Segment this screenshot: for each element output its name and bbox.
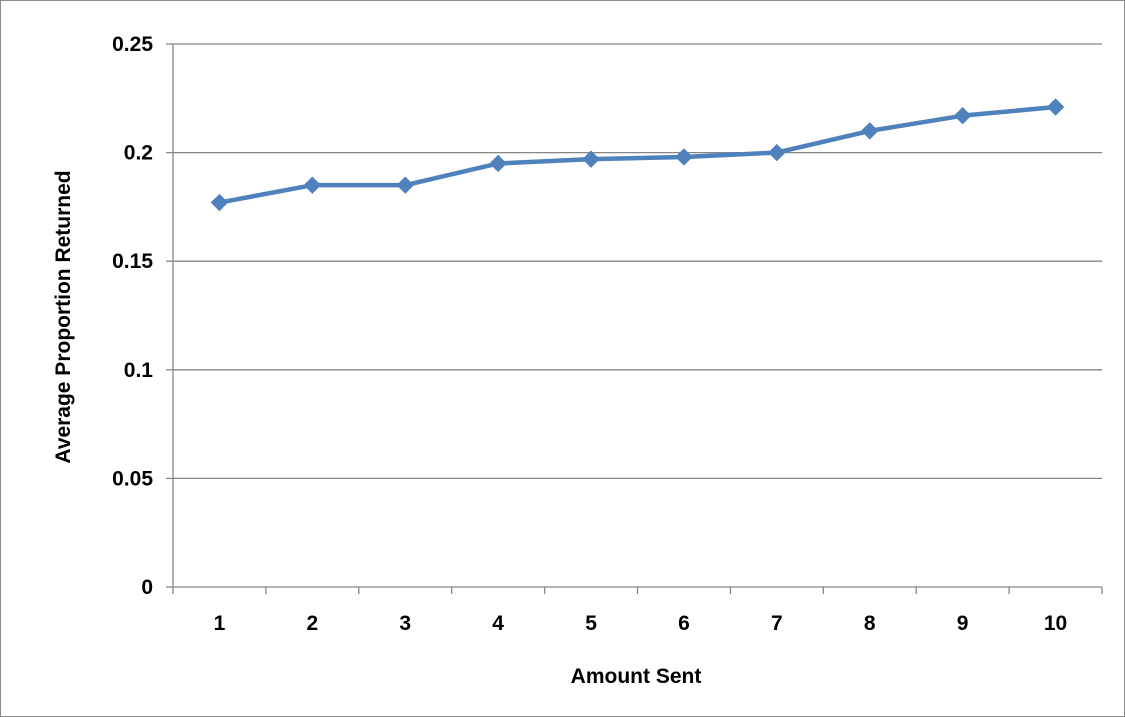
data-point-marker	[582, 150, 600, 168]
x-tick-label: 8	[864, 612, 876, 635]
x-tick-label: 1	[214, 612, 226, 635]
x-tick-label: 4	[492, 612, 504, 635]
x-tick-label: 10	[1044, 612, 1067, 635]
x-tick-label: 6	[678, 612, 690, 635]
series-group	[210, 98, 1065, 212]
y-tick-label: 0.2	[124, 142, 153, 165]
data-point-marker	[396, 176, 414, 194]
data-point-marker	[489, 154, 507, 173]
y-tick-labels: 0 0.05 0.1 0.15 0.2 0.25	[112, 33, 153, 599]
y-tick-label: 0.25	[112, 33, 153, 56]
x-tick-label: 5	[585, 612, 597, 635]
data-point-marker	[861, 122, 879, 140]
data-point-marker	[210, 193, 229, 212]
data-point-marker	[953, 106, 972, 125]
x-tick-label: 3	[399, 612, 411, 635]
series-line	[219, 104, 1056, 205]
x-tick-label: 7	[771, 612, 783, 635]
y-axis-title: Average Proportion Returned	[52, 170, 75, 463]
y-tick-label: 0.05	[112, 467, 153, 490]
gridlines	[173, 43, 1102, 480]
x-tick-label: 9	[957, 612, 969, 635]
data-point-marker	[768, 143, 786, 162]
data-point-marker	[1046, 98, 1065, 116]
y-tick-label: 0.1	[124, 359, 154, 382]
y-tick-label: 0.15	[112, 250, 153, 273]
x-axis-title: Amount Sent	[571, 665, 702, 688]
y-tick-label: 0	[141, 576, 153, 599]
axes	[166, 43, 1103, 594]
x-tick-labels: 1 2 3 4 5 6 7 8 9 10	[214, 612, 1068, 635]
data-point-marker	[303, 176, 322, 194]
x-tick-label: 2	[307, 612, 319, 635]
data-point-marker	[675, 148, 693, 166]
